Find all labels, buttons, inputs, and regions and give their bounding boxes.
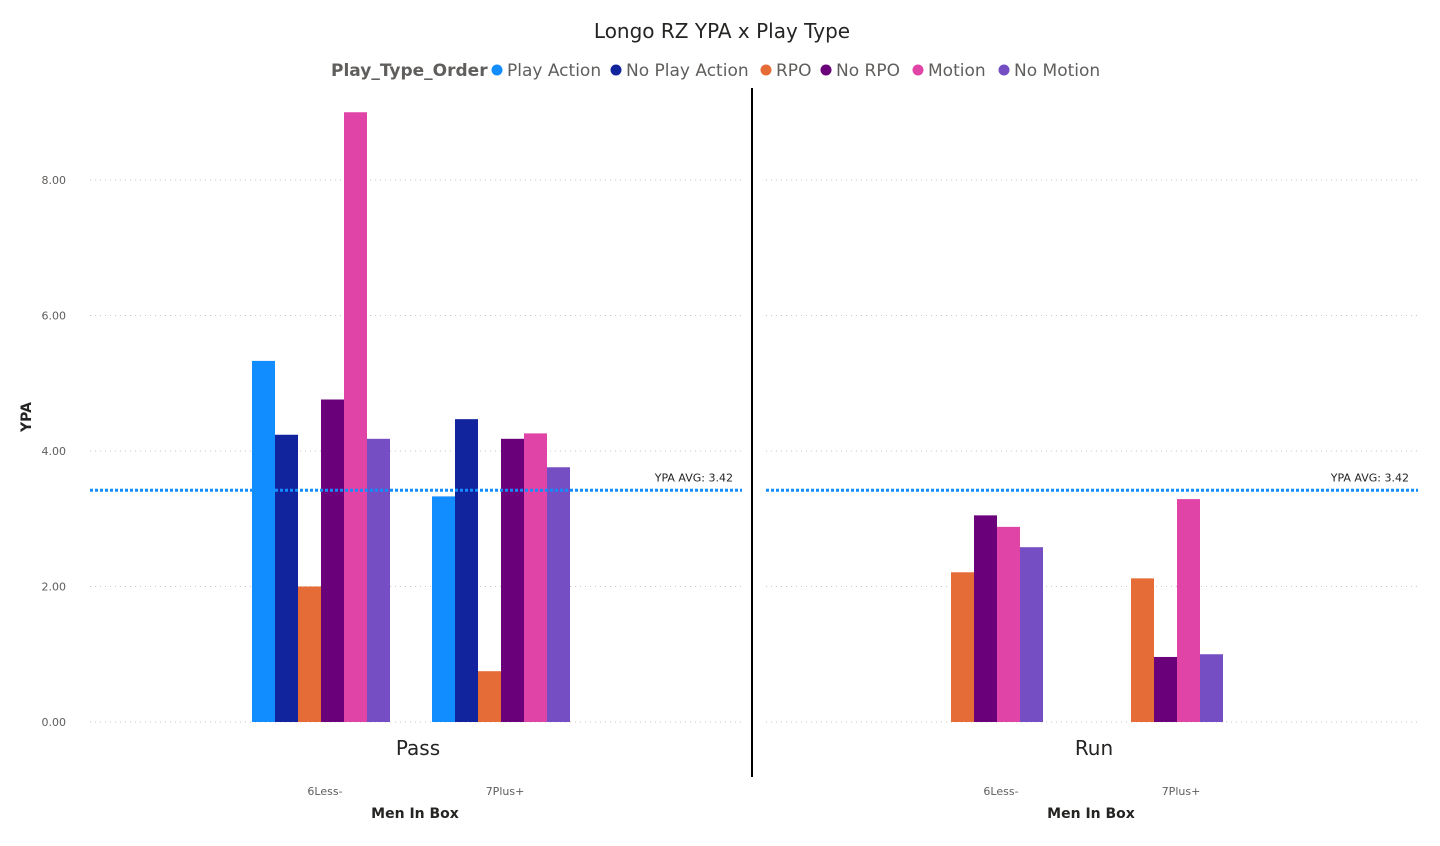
bar (1177, 499, 1200, 722)
x-tick-label: 7Plus+ (486, 785, 525, 798)
bar (275, 434, 298, 722)
x-tick-label: 7Plus+ (1162, 785, 1201, 798)
legend-marker (820, 64, 832, 76)
y-axis-title: YPA (19, 402, 35, 433)
legend-title: Play_Type_Order (331, 61, 488, 81)
legend-marker (998, 64, 1010, 76)
bars: 6Less- 7Plus+ 6Less- 7Plus+ (252, 112, 1223, 798)
legend-marker (610, 64, 622, 76)
x-tick-label: 6Less- (983, 785, 1018, 798)
bar (951, 572, 974, 722)
bar (252, 360, 275, 722)
panel-title: Pass (396, 736, 440, 760)
bar (974, 515, 997, 722)
y-tick-label: 8.00 (42, 174, 67, 187)
bar (298, 586, 321, 722)
legend: Play_Type_Order Play Action No Play Action… (331, 61, 1100, 81)
bar (1154, 656, 1177, 722)
legend-marker (760, 64, 772, 76)
x-tick-label: 6Less- (307, 785, 342, 798)
gridlines (90, 179, 1418, 723)
bar (432, 496, 455, 722)
bar (455, 419, 478, 722)
average-lines: YPA AVG: 3.42 YPA AVG: 3.42 (90, 471, 1418, 492)
bar (1131, 578, 1154, 722)
panel-title: Run (1075, 736, 1113, 760)
x-axis-title: Men In Box (371, 806, 459, 822)
x-axis-title: Men In Box (1047, 806, 1135, 822)
bar (501, 438, 524, 722)
y-axis: 0.00 2.00 4.00 6.00 8.00 (42, 174, 67, 729)
legend-label: RPO (776, 61, 811, 81)
average-line-label: YPA AVG: 3.42 (654, 471, 733, 484)
average-line-label: YPA AVG: 3.42 (1330, 471, 1409, 484)
legend-label: Motion (928, 61, 986, 81)
legend-marker (491, 64, 503, 76)
legend-marker (912, 64, 924, 76)
bar (1020, 547, 1043, 722)
bar (547, 467, 570, 722)
chart-title: Longo RZ YPA x Play Type (594, 19, 850, 43)
legend-label: No RPO (836, 61, 900, 81)
bar (478, 671, 501, 722)
panel-labels: Pass Men In Box Run Men In Box (371, 736, 1135, 822)
y-tick-label: 6.00 (42, 310, 67, 323)
legend-label: Play Action (507, 61, 601, 81)
y-tick-label: 0.00 (42, 716, 67, 729)
bar (524, 433, 547, 722)
bar (1200, 654, 1223, 722)
y-tick-label: 2.00 (42, 581, 67, 594)
bar (997, 526, 1020, 722)
legend-label: No Play Action (626, 61, 749, 81)
bar (321, 399, 344, 722)
legend-label: No Motion (1014, 61, 1100, 81)
y-tick-label: 4.00 (42, 445, 67, 458)
bar (367, 438, 390, 722)
bar (344, 112, 367, 722)
